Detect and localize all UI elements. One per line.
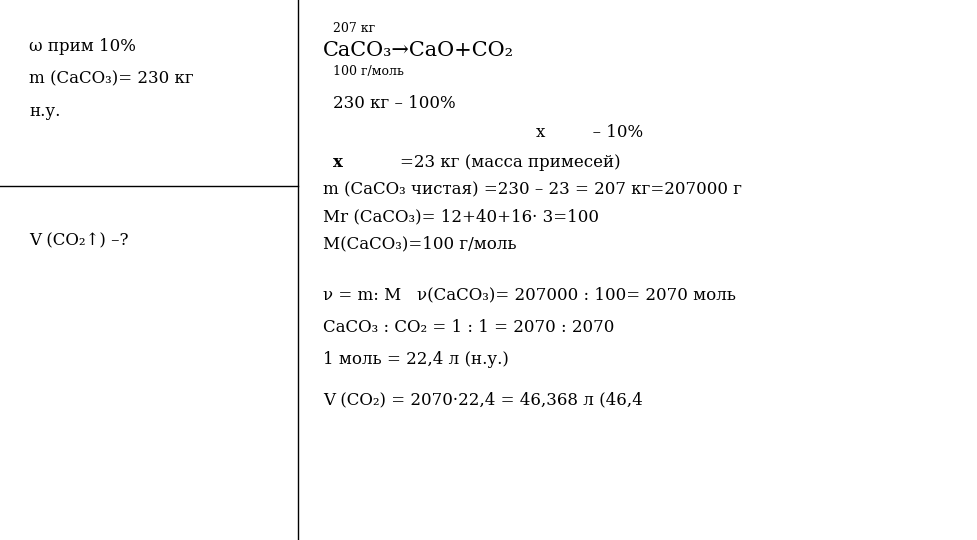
- Text: V (CO₂↑) –?: V (CO₂↑) –?: [29, 232, 129, 249]
- Text: ω прим 10%: ω прим 10%: [29, 38, 136, 55]
- Text: V (CO₂) = 2070·22,4 = 46,368 л (46,4: V (CO₂) = 2070·22,4 = 46,368 л (46,4: [322, 392, 647, 408]
- Text: M(CaCO₃)=100 г/моль: M(CaCO₃)=100 г/моль: [322, 235, 516, 252]
- Text: 1 моль = 22,4 л (н.у.): 1 моль = 22,4 л (н.у.): [322, 351, 508, 368]
- Text: x: x: [332, 154, 342, 171]
- Text: CaCO₃ : CO₂ = 1 : 1 = 2070 : 2070: CaCO₃ : CO₂ = 1 : 1 = 2070 : 2070: [322, 319, 614, 335]
- Text: m (CaCO₃ чистая) =230 – 23 = 207 кг=207000 г: m (CaCO₃ чистая) =230 – 23 = 207 кг=2070…: [322, 181, 741, 198]
- Text: x         – 10%: x – 10%: [535, 124, 643, 141]
- Text: н.у.: н.у.: [29, 103, 61, 119]
- Text: =23 кг (масса примесей): =23 кг (масса примесей): [400, 154, 620, 171]
- Text: ν = m: M   ν(CaCO₃)= 207000 : 100= 2070 моль: ν = m: M ν(CaCO₃)= 207000 : 100= 2070 мо…: [322, 286, 735, 303]
- Text: 100 г/моль: 100 г/моль: [332, 65, 403, 78]
- Text: 230 кг – 100%: 230 кг – 100%: [332, 94, 454, 111]
- Text: 207 кг: 207 кг: [332, 22, 374, 35]
- Text: CaCO₃→CaO+CO₂: CaCO₃→CaO+CO₂: [322, 40, 513, 59]
- Text: m (CaCO₃)= 230 кг: m (CaCO₃)= 230 кг: [29, 70, 193, 87]
- Text: Mr (CaCO₃)= 12+40+16· 3=100: Mr (CaCO₃)= 12+40+16· 3=100: [322, 208, 598, 225]
